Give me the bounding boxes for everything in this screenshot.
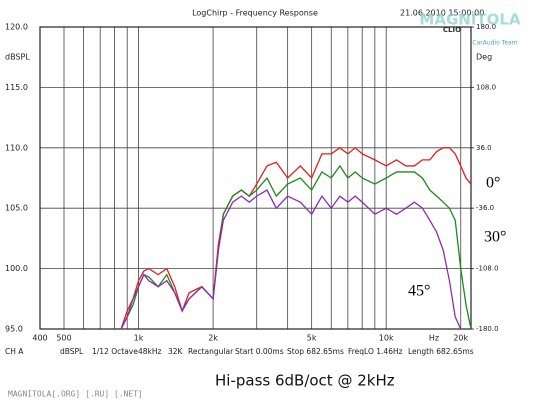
y2-tick-label: -36.0 bbox=[476, 204, 494, 212]
footer-field: 48kHz bbox=[138, 347, 162, 356]
x-tick-label: 20k bbox=[453, 334, 468, 343]
y2-tick-label: 36.0 bbox=[476, 144, 492, 152]
footer-field: CH A bbox=[5, 347, 24, 356]
timestamp: 21.06.2010 15:00:00 bbox=[400, 9, 484, 18]
footer-field: Start 0.00ms bbox=[235, 347, 284, 356]
x-tick-label: 400 bbox=[32, 334, 47, 343]
series-line bbox=[120, 146, 471, 329]
footer-field: 32K bbox=[168, 347, 184, 356]
y2-tick-label: -108.0 bbox=[476, 265, 499, 273]
x-tick-label: 2k bbox=[208, 334, 218, 343]
y-axis-label: dBSPL bbox=[5, 53, 30, 62]
y2-tick-label: 180.0 bbox=[476, 23, 496, 31]
chart-title: LogChirp - Frequency Response bbox=[192, 9, 318, 18]
plot-frame bbox=[39, 26, 472, 330]
curve-annotation: 45° bbox=[408, 283, 430, 300]
curve-annotation: 0° bbox=[486, 175, 500, 192]
series-line bbox=[120, 164, 471, 329]
y2-tick-label: 108.0 bbox=[476, 83, 496, 91]
footer-field: 1/12 Octave bbox=[92, 347, 138, 356]
x-tick-label: 10k bbox=[379, 334, 394, 343]
footer-field: FreqLO 1.46Hz bbox=[348, 347, 403, 356]
logo-clio: CLIO bbox=[443, 26, 461, 34]
y2-axis-label: Deg bbox=[476, 53, 492, 62]
watermark: MAGNITOLA[.ORG] [.RU] [.NET] bbox=[8, 390, 143, 399]
footer-field: dBSPL bbox=[60, 347, 84, 356]
footer-field: Length 682.65ms bbox=[408, 347, 474, 356]
logo-brand: MAGNITOLA bbox=[419, 11, 521, 29]
x-tick-label: 1k bbox=[134, 334, 144, 343]
y-tick-label: 105.0 bbox=[5, 204, 28, 213]
logo-team: CarAudio Team bbox=[472, 40, 517, 47]
series-line bbox=[120, 189, 462, 329]
caption: Hi-pass 6dB/oct @ 2kHz bbox=[215, 372, 395, 390]
footer-field: Rectangular bbox=[188, 347, 234, 356]
y-tick-label: 115.0 bbox=[5, 83, 28, 92]
x-tick-label: 500 bbox=[56, 334, 71, 343]
y-tick-label: 95.0 bbox=[5, 325, 23, 334]
y-tick-label: 100.0 bbox=[5, 264, 28, 273]
y-tick-label: 110.0 bbox=[5, 143, 28, 152]
curve-annotation: 30° bbox=[484, 229, 506, 246]
y-tick-label: 120.0 bbox=[5, 23, 28, 32]
y2-tick-label: -180.0 bbox=[476, 325, 499, 333]
footer-field: Stop 682.65ms bbox=[287, 347, 344, 356]
x-unit: Hz bbox=[429, 334, 439, 343]
x-tick-label: 5k bbox=[307, 334, 317, 343]
